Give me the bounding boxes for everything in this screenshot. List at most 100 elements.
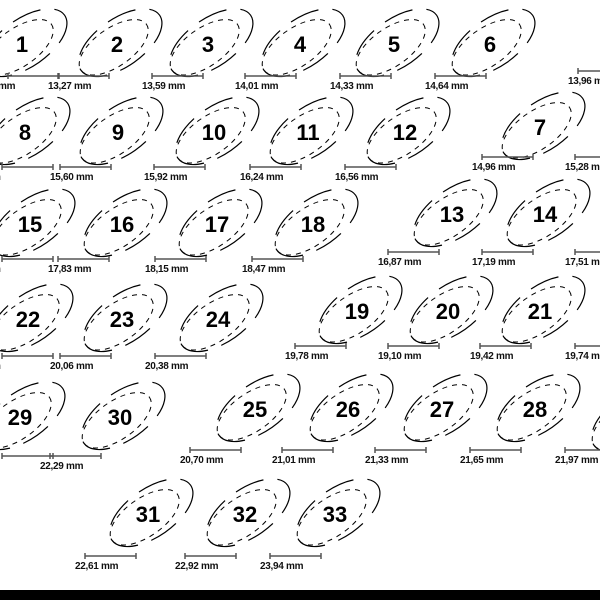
- ring-size-number: 32: [232, 502, 258, 527]
- scale-bar: [387, 343, 440, 349]
- ring-diameter-label: 14,96 mm: [472, 162, 516, 173]
- ring-diameter-label: 16,87 mm: [378, 257, 422, 268]
- ring-ellipse: [0, 19, 54, 76]
- ring-diameter-label: 13,96 mm: [568, 76, 600, 87]
- ring-outline: [0, 283, 74, 353]
- ring-ellipse: [179, 294, 250, 351]
- ring-diameter-label: 22,29 mm: [40, 461, 84, 472]
- ring-diameter-label: 17,83 mm: [48, 264, 92, 275]
- ring-size-number: 23: [109, 307, 135, 332]
- ring-outline: [451, 8, 536, 78]
- ring-diameter-label: 15,28 mm: [565, 162, 600, 173]
- ring-ellipse: [0, 107, 57, 164]
- scale-bar: [481, 249, 534, 255]
- ring-ellipse: [81, 392, 152, 449]
- ring-ellipse: [0, 294, 60, 351]
- scale-bar: [49, 453, 102, 459]
- ring-ellipse: [0, 188, 76, 258]
- ring-size-number: 8: [18, 120, 32, 145]
- scale-bar: [1, 164, 54, 170]
- ring-size-number: 9: [111, 120, 125, 145]
- ring-diameter-label: 15,92 mm: [144, 172, 188, 183]
- ring-size-number: 1: [15, 32, 29, 57]
- ring-outline: [591, 383, 600, 453]
- ring-outline: [179, 283, 264, 353]
- ring-diameter-label: 14,01 mm: [235, 81, 279, 92]
- scale-bar: [481, 154, 534, 160]
- ring-outline: [501, 91, 586, 161]
- scale-bar: [294, 343, 347, 349]
- ring-outline: [506, 178, 591, 248]
- ring-ellipse: [206, 489, 277, 546]
- ring-outline: [0, 188, 76, 258]
- ring-diameter-label: 23,94 mm: [260, 561, 304, 572]
- ring-size-number: 29: [7, 405, 33, 430]
- ring-diameter-label: 14,64 mm: [425, 81, 469, 92]
- ring-size-number: 24: [205, 307, 231, 332]
- ring-diameter-label: 18,15 mm: [145, 264, 189, 275]
- ring-ellipse: [0, 392, 52, 449]
- scale-bar: [269, 553, 322, 559]
- ring-diameter-label: 16,56 mm: [335, 172, 379, 183]
- scale-bar: [57, 73, 110, 79]
- ring-ellipse: [506, 178, 591, 248]
- ring-outline: [413, 178, 498, 248]
- ring-ellipse: [83, 188, 168, 258]
- ring-outline: [175, 96, 260, 166]
- ring-size-number: 21: [527, 299, 553, 324]
- scale-bar: [7, 73, 60, 79]
- ring-diameter-label: 19,42 mm: [470, 351, 514, 362]
- ring-ellipse: [109, 489, 180, 546]
- ring-outline: [0, 96, 71, 166]
- ring-ellipse: [501, 275, 586, 345]
- ring-ellipse: [206, 478, 291, 548]
- ring-ellipse: [591, 383, 600, 453]
- ring-ellipse: [274, 199, 345, 256]
- ring-diameter-label: 19,78 mm: [285, 351, 329, 362]
- ring-outline: [403, 373, 488, 443]
- ring-ellipse: [366, 96, 451, 166]
- scale-bar: [374, 447, 427, 453]
- ring-ellipse: [366, 107, 437, 164]
- ring-ellipse: [169, 8, 254, 78]
- scale-bar: [339, 73, 392, 79]
- ring-outline: [83, 283, 168, 353]
- ring-size-number: 7: [533, 115, 547, 140]
- ring-outline: [0, 8, 68, 78]
- ring-ellipse: [79, 107, 150, 164]
- ring-outline: [409, 275, 494, 345]
- ring-size-number: 13: [439, 202, 465, 227]
- ring-outline: [79, 96, 164, 166]
- ring-diameter-label: 15,60 mm: [50, 172, 94, 183]
- ring-size-number: 20: [435, 299, 461, 324]
- ring-size-number: 10: [201, 120, 227, 145]
- ring-ellipse: [269, 107, 340, 164]
- ring-outline: [355, 8, 440, 78]
- ring-outline: [206, 478, 291, 548]
- ring-diameter-label: 22,61 mm: [75, 561, 119, 572]
- ring-ellipse: [309, 373, 394, 443]
- ring-size-number: 33: [322, 502, 348, 527]
- ring-ellipse: [0, 96, 71, 166]
- ring-diameter-label: 19,74 mm: [565, 351, 600, 362]
- ring-ellipse: [409, 286, 480, 343]
- ring-ellipse: [451, 8, 536, 78]
- ring-ellipse: [501, 102, 572, 159]
- ring-outline: [178, 188, 263, 258]
- ring-diameter-label: 13,27 mm: [48, 81, 92, 92]
- ring-ellipse: [355, 8, 440, 78]
- ring-diameter-label: 20,06 mm: [50, 361, 94, 372]
- ring-ellipse: [506, 189, 577, 246]
- ring-ellipse: [78, 8, 163, 78]
- ring-ellipse: [216, 373, 301, 443]
- ring-ellipse: [175, 96, 260, 166]
- ring-ellipse: [355, 19, 426, 76]
- ring-diameter-label: m: [0, 172, 1, 183]
- scale-bar: [1, 256, 54, 262]
- ring-outline: [81, 381, 166, 451]
- ring-ellipse: [0, 283, 74, 353]
- ring-outline: [501, 275, 586, 345]
- ring-size-number: 5: [387, 32, 401, 57]
- ring-outline: [83, 188, 168, 258]
